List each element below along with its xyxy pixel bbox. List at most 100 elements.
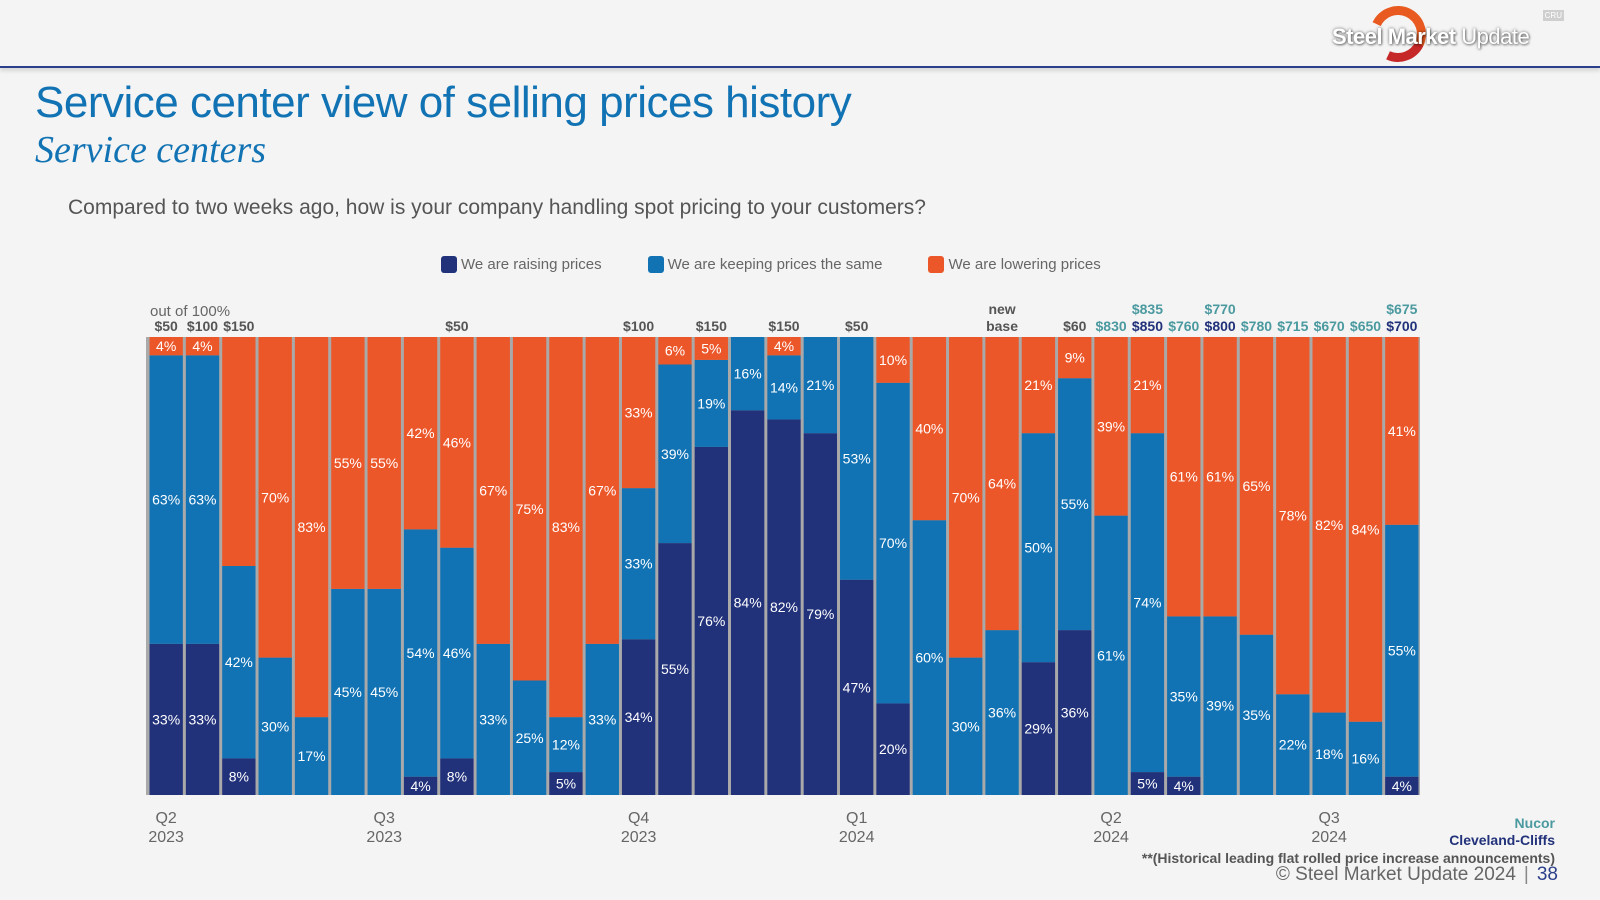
bar-segment-raising	[621, 639, 656, 795]
bar-segment-raising	[549, 772, 583, 795]
bar-segment-lowering	[912, 337, 947, 521]
data-label-lowering: 65%	[1242, 478, 1270, 494]
bar-segment-raising	[803, 433, 838, 795]
legend-swatch-raising	[441, 255, 457, 273]
bar-segment-raising	[694, 446, 728, 795]
bar-segment-same	[1348, 721, 1383, 795]
data-label-lowering: 4%	[192, 338, 212, 354]
data-label-lowering: 21%	[1024, 377, 1052, 393]
bar-segment-same	[840, 337, 874, 580]
price-announcement-label: $780	[1241, 318, 1272, 334]
bar-segment-same	[1021, 433, 1056, 663]
bar-segment-lowering	[185, 337, 220, 356]
bar-segment-lowering	[767, 337, 801, 356]
legend-item-lowering: We are lowering prices	[928, 255, 1101, 273]
price-announcement-label: $830	[1096, 318, 1127, 334]
price-announcement-label: $850	[1132, 318, 1163, 334]
data-label-raising: 4%	[410, 778, 430, 794]
legend-label-lowering: We are lowering prices	[948, 255, 1101, 273]
copyright: © Steel Market Update 2024	[1275, 864, 1516, 885]
bar-segment-raising	[730, 410, 765, 795]
cru-badge: CRU	[1542, 10, 1564, 21]
price-announcement-label: $100	[187, 318, 218, 334]
price-announcement-label: $715	[1277, 318, 1308, 334]
data-label-lowering: 61%	[1170, 469, 1198, 485]
data-label-lowering: 55%	[334, 455, 362, 471]
bar-segment-lowering	[549, 337, 583, 718]
data-label-lowering: 41%	[1388, 423, 1416, 439]
bar-segment-raising	[1167, 776, 1201, 795]
bar-segment-same	[803, 337, 838, 434]
bar-segment-raising	[1130, 772, 1165, 795]
data-label-same: 70%	[879, 535, 907, 551]
data-label-raising: 84%	[734, 595, 762, 611]
data-label-lowering: 67%	[479, 482, 507, 498]
price-announcement-label: $770	[1205, 301, 1236, 317]
data-label-raising: 4%	[1174, 778, 1194, 794]
data-label-same: 35%	[1170, 689, 1198, 705]
data-label-same: 35%	[1242, 707, 1270, 723]
x-tick-quarter: Q4	[628, 810, 649, 827]
bar-segment-raising	[876, 703, 910, 795]
y-axis-label: out of 100%	[150, 303, 231, 320]
data-label-raising: 79%	[806, 606, 834, 622]
x-tick-quarter: Q3	[374, 810, 395, 827]
price-announcement-label: $50	[845, 318, 869, 334]
data-label-same: 53%	[843, 450, 871, 466]
price-announcement-label: $150	[768, 318, 799, 334]
legend-swatch-same	[647, 255, 664, 273]
chart-legend: We are raising prices We are keeping pri…	[441, 254, 1147, 274]
bar-segment-same	[403, 529, 438, 777]
data-label-same: 30%	[261, 718, 289, 734]
data-label-same: 60%	[915, 650, 943, 666]
data-label-lowering: 21%	[1133, 377, 1161, 393]
data-label-same: 36%	[988, 705, 1016, 721]
data-label-lowering: 4%	[774, 338, 794, 354]
x-tick-quarter: Q2	[155, 810, 176, 827]
data-label-lowering: 82%	[1315, 517, 1343, 533]
data-label-lowering: 5%	[701, 340, 721, 356]
page-number: 38	[1536, 864, 1558, 885]
data-label-raising: 33%	[188, 711, 216, 727]
bar-segment-raising	[185, 643, 220, 795]
bar-segment-same	[658, 364, 692, 544]
bar-segment-lowering	[476, 337, 510, 644]
price-announcement-label: $700	[1386, 318, 1417, 334]
data-label-same: 55%	[1061, 496, 1089, 512]
data-label-raising: 29%	[1024, 721, 1052, 737]
bar-segment-lowering	[440, 337, 474, 548]
data-label-same: 63%	[188, 492, 216, 508]
bar-segment-same	[730, 337, 765, 411]
bar-segment-lowering	[1021, 337, 1056, 434]
data-label-same: 46%	[443, 645, 471, 661]
bar-segment-lowering	[1276, 337, 1310, 695]
price-announcement-label: $150	[223, 318, 254, 334]
legend-label-raising: We are raising prices	[461, 255, 602, 273]
bar-segment-lowering	[512, 337, 547, 681]
bar-segment-lowering	[1312, 337, 1346, 713]
bar-segment-raising	[403, 776, 438, 795]
bar-segment-same	[149, 355, 183, 644]
data-label-same: 45%	[370, 684, 398, 700]
data-label-same: 50%	[1024, 540, 1052, 556]
steel-market-update-logo: Steel Market Update CRU	[1332, 0, 1564, 70]
data-label-lowering: 55%	[370, 455, 398, 471]
data-label-same: 18%	[1315, 746, 1343, 762]
legend-item-same: We are keeping prices the same	[647, 255, 882, 273]
data-label-lowering: 33%	[625, 405, 653, 421]
bar-segment-same	[1094, 515, 1128, 795]
data-label-same: 22%	[1279, 737, 1307, 753]
bar-segment-same	[294, 717, 329, 795]
data-label-lowering: 70%	[261, 489, 289, 505]
bar-segment-lowering	[258, 337, 292, 658]
logo-text-light: Update	[1461, 24, 1530, 49]
data-label-same: 17%	[298, 748, 326, 764]
page-title: Service center view of selling prices hi…	[35, 78, 852, 127]
x-tick-year: 2023	[366, 829, 402, 846]
logo-text-bold: Steel Market	[1332, 24, 1456, 49]
bar-segment-same	[1385, 524, 1419, 777]
footer-separator: |	[1523, 864, 1529, 885]
bar-segment-same	[876, 382, 910, 704]
price-announcement-label: $800	[1205, 318, 1236, 334]
data-label-raising: 8%	[229, 769, 249, 785]
